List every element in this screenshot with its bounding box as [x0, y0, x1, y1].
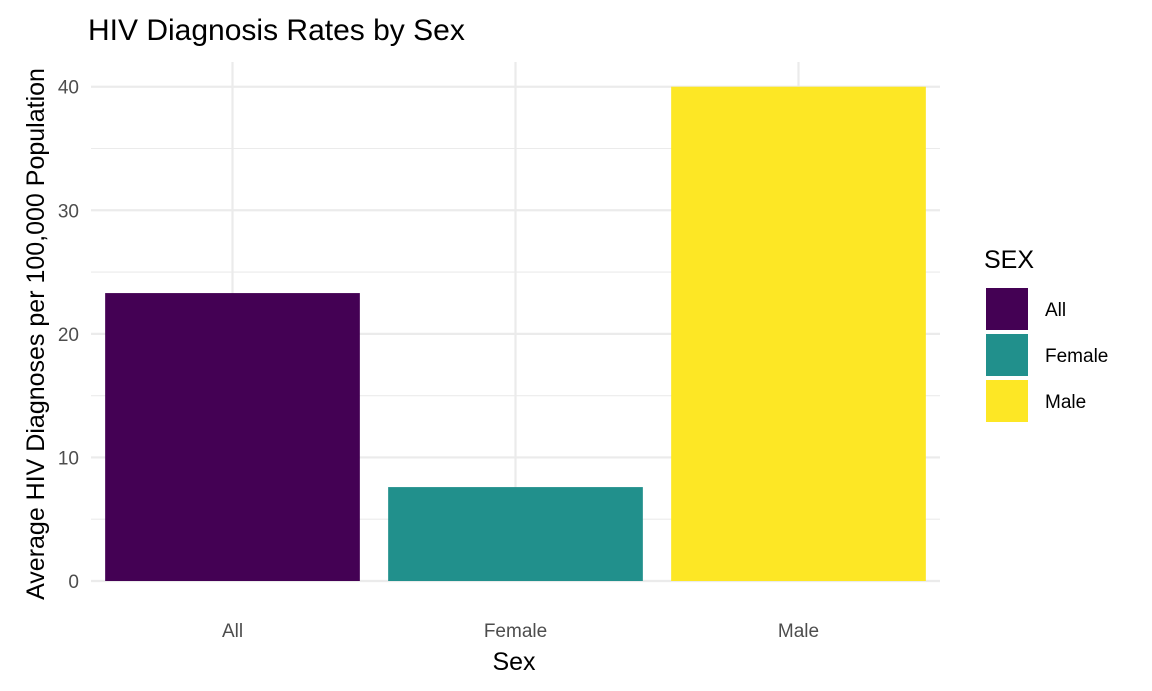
- bar-all: [105, 293, 360, 581]
- bars: [105, 86, 926, 581]
- bar-female: [388, 487, 643, 581]
- legend: SEX All Female Male: [984, 246, 1108, 422]
- x-tick-label: All: [222, 621, 243, 642]
- legend-label: All: [1045, 300, 1066, 321]
- legend-title: SEX: [984, 246, 1034, 274]
- x-tick-label: Male: [778, 621, 819, 642]
- x-tick-label: Female: [484, 621, 547, 642]
- x-axis-ticks: All Female Male: [222, 621, 819, 642]
- legend-label: Male: [1045, 392, 1086, 413]
- y-tick-label: 20: [58, 325, 79, 346]
- legend-key-all: [986, 288, 1028, 330]
- y-axis-ticks: 0 10 20 30 40: [58, 78, 79, 593]
- y-tick-label: 10: [58, 448, 79, 469]
- x-axis-title: Sex: [492, 648, 536, 676]
- chart-title: HIV Diagnosis Rates by Sex: [88, 14, 465, 47]
- y-tick-label: 40: [58, 78, 79, 99]
- y-axis-title: Average HIV Diagnoses per 100,000 Popula…: [22, 68, 50, 600]
- legend-key-male: [986, 380, 1028, 422]
- legend-label: Female: [1045, 346, 1108, 367]
- y-tick-label: 0: [68, 572, 79, 593]
- legend-key-female: [986, 334, 1028, 376]
- y-tick-label: 30: [58, 201, 79, 222]
- bar-male: [671, 86, 926, 581]
